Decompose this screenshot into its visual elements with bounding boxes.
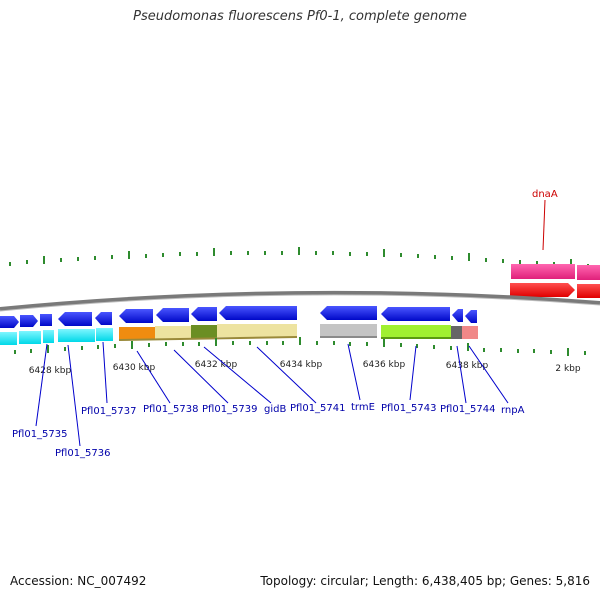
scale-label: 6434 kbp [280,360,323,370]
dnaA-feature-block[interactable] [511,264,575,279]
scale-label: 6428 kbp [29,366,72,376]
forward-gene[interactable] [0,316,19,328]
forward-gene[interactable] [219,306,297,320]
dnaA-leader [542,199,546,251]
gene-label[interactable]: Pfl01_5738 [143,404,199,415]
scale-label: 6432 kbp [195,360,238,370]
gene-label[interactable]: Pfl01_5735 [12,429,68,440]
map-title: Pseudomonas fluorescens Pf0-1, complete … [133,9,467,24]
genome-backbone [0,290,600,311]
forward-gene[interactable] [381,307,450,321]
gene-label[interactable]: Pfl01_5744 [440,404,496,415]
gene-block-orange[interactable] [119,327,155,340]
gene-label[interactable]: trmE [351,402,375,413]
dnaA-feature-track [510,264,600,298]
reverse-gene[interactable] [43,330,54,343]
outer-tick-marks [9,247,589,268]
gene-label[interactable]: rnpA [501,405,525,416]
forward-gene[interactable] [119,309,153,323]
forward-gene[interactable] [191,307,217,321]
gene-block-olive[interactable] [191,325,217,338]
gene-label[interactable]: Pfl01_5741 [290,403,346,414]
forward-gene[interactable] [320,306,377,320]
dnaA-feature-block-2[interactable] [577,265,600,280]
forward-gene[interactable] [20,315,38,327]
gene-label[interactable]: Pfl01_5739 [202,404,258,415]
reverse-gene-track [0,324,478,345]
reverse-gene[interactable] [0,332,17,345]
reverse-gene[interactable] [96,328,113,341]
forward-gene[interactable] [465,310,477,323]
gene-label[interactable]: Pfl01_5737 [81,406,137,417]
reverse-gene[interactable] [19,331,41,344]
gene-label-leaders [35,341,509,447]
forward-gene-track [0,306,477,328]
gene-labels: Pfl01_5735 Pfl01_5736 Pfl01_5737 Pfl01_5… [12,189,558,459]
scale-label: 6430 kbp [113,363,156,373]
gene-label[interactable]: Pfl01_5736 [55,448,111,459]
reverse-gene[interactable] [58,329,95,342]
dnaA-gene-arrow[interactable] [510,283,575,297]
gene-label[interactable]: gidB [264,404,286,415]
scale-label: 2 kbp [555,364,581,374]
topology-text: Topology: circular; Length: 6,438,405 bp… [260,574,590,588]
forward-gene[interactable] [58,312,92,326]
forward-gene[interactable] [95,312,112,325]
forward-gene[interactable] [156,308,189,322]
forward-gene[interactable] [40,314,52,326]
gene-label[interactable]: Pfl01_5743 [381,403,437,414]
gene-block-green[interactable] [381,325,451,338]
scale-label: 6436 kbp [363,360,406,370]
gene-block-khaki-2[interactable] [217,324,297,337]
gene-block-grey[interactable] [320,324,377,337]
gene-label-dnaA[interactable]: dnaA [532,189,558,200]
accession-text: Accession: NC_007492 [10,574,147,588]
forward-gene[interactable] [452,309,463,322]
gene-block-dark[interactable] [451,326,462,339]
scale-label: 6438 kbp [446,361,489,371]
gene-block-rose[interactable] [462,326,478,339]
inner-tick-marks [14,337,586,356]
scale-labels: 6428 kbp 6430 kbp 6432 kbp 6434 kbp 6436… [29,360,581,376]
gene-block-khaki[interactable] [155,326,191,339]
dnaA-gene-arrow-2[interactable] [577,284,600,298]
